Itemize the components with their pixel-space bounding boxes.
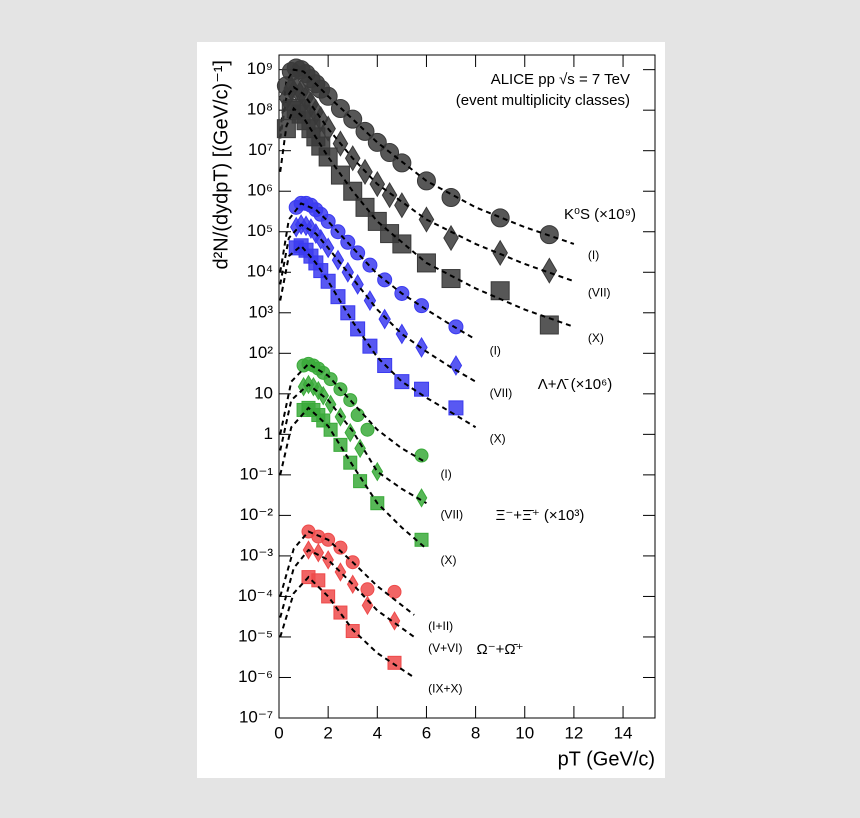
x-tick-label: 12 — [564, 723, 583, 742]
fit-curve — [279, 202, 477, 341]
series-label: (VII) — [440, 507, 463, 521]
y-tick-label: 1 — [264, 424, 273, 443]
group-label: Ω⁻+Ω̄⁺ — [476, 641, 523, 658]
x-axis-label: pT (GeV/c) — [558, 748, 655, 770]
x-tick-label: 10 — [515, 723, 534, 742]
marker — [343, 181, 363, 201]
marker — [381, 182, 398, 209]
y-tick-label: 10⁻³ — [239, 545, 273, 564]
series-label: (IX+X) — [428, 682, 462, 696]
x-tick-label: 6 — [422, 723, 431, 742]
marker — [387, 655, 402, 670]
y-tick-label: 10⁶ — [247, 181, 273, 200]
series-label: (I+II) — [428, 619, 453, 633]
group-label: Ξ⁻+Ξ̄⁺ (×10³) — [496, 507, 585, 524]
x-tick-label: 4 — [373, 723, 382, 742]
marker — [539, 315, 559, 335]
marker — [441, 269, 461, 289]
series-label: (I) — [440, 467, 451, 481]
fit-curve — [279, 362, 427, 464]
marker — [387, 584, 402, 599]
marker — [360, 422, 375, 437]
marker — [322, 550, 334, 570]
marker — [312, 542, 325, 563]
marker — [415, 488, 428, 508]
y-tick-label: 10⁹ — [247, 59, 273, 78]
series-label: (I) — [588, 248, 599, 262]
marker — [443, 224, 459, 252]
y-tick-label: 10⁵ — [247, 221, 273, 240]
y-tick-label: 10⁸ — [247, 100, 273, 119]
y-tick-label: 10⁻⁶ — [238, 667, 273, 686]
y-tick-label: 10² — [248, 343, 273, 362]
frame — [278, 54, 656, 719]
marker — [340, 305, 356, 321]
marker — [318, 147, 338, 167]
marker — [490, 208, 510, 228]
group-label: Λ+Λ̄ (×10⁶) — [538, 376, 613, 393]
panel — [197, 42, 665, 778]
y-tick-label: 10 — [254, 383, 273, 402]
series-label: (X) — [490, 431, 506, 445]
fit-curve — [279, 223, 477, 383]
marker — [441, 187, 461, 207]
marker — [320, 273, 336, 289]
marker — [344, 422, 357, 443]
x-tick-label: 0 — [274, 723, 283, 742]
y-tick-label: 10⁻⁵ — [238, 626, 273, 645]
series-label: (X) — [440, 553, 456, 567]
marker — [449, 355, 463, 376]
series-label: (VII) — [588, 285, 611, 299]
group-label: K⁰S (×10⁹) — [564, 206, 636, 223]
y-tick-label: 10³ — [248, 302, 273, 321]
annotation: (event multiplicity classes) — [456, 92, 630, 109]
marker — [414, 298, 430, 314]
marker — [541, 257, 558, 284]
y-tick-label: 10⁻⁷ — [239, 707, 273, 726]
marker — [392, 234, 412, 254]
series-label: (VII) — [490, 386, 513, 400]
y-tick-label: 10⁴ — [247, 262, 273, 281]
y-tick-label: 10⁷ — [248, 140, 273, 159]
marker — [353, 474, 368, 489]
series-label: (X) — [588, 331, 604, 345]
marker — [354, 438, 366, 459]
fit-curve — [279, 575, 415, 679]
marker — [448, 400, 464, 416]
fit-curve — [279, 106, 575, 328]
marker — [350, 408, 365, 423]
series-label: (I) — [490, 344, 501, 358]
y-tick-label: 10⁻¹ — [239, 464, 273, 483]
marker — [311, 573, 326, 588]
fit-curve — [279, 530, 415, 616]
fit-curve — [279, 244, 477, 429]
x-tick-label: 2 — [323, 723, 332, 742]
marker — [394, 374, 410, 390]
y-tick-label: 10⁻⁴ — [238, 586, 273, 605]
y-axis-label: d²N/(dydpT) [(GeV/c)⁻¹] — [210, 60, 232, 269]
x-tick-label: 14 — [614, 723, 633, 742]
fit-curve — [279, 383, 427, 505]
series-label: (V+VI) — [428, 641, 462, 655]
marker — [324, 394, 337, 415]
fit-curve — [279, 85, 575, 283]
y-tick-label: 10⁻² — [239, 505, 273, 524]
marker — [378, 308, 391, 330]
annotation: ALICE pp √s = 7 TeV — [491, 71, 630, 88]
x-tick-label: 8 — [471, 723, 480, 742]
marker — [333, 540, 348, 555]
marker — [330, 289, 346, 305]
